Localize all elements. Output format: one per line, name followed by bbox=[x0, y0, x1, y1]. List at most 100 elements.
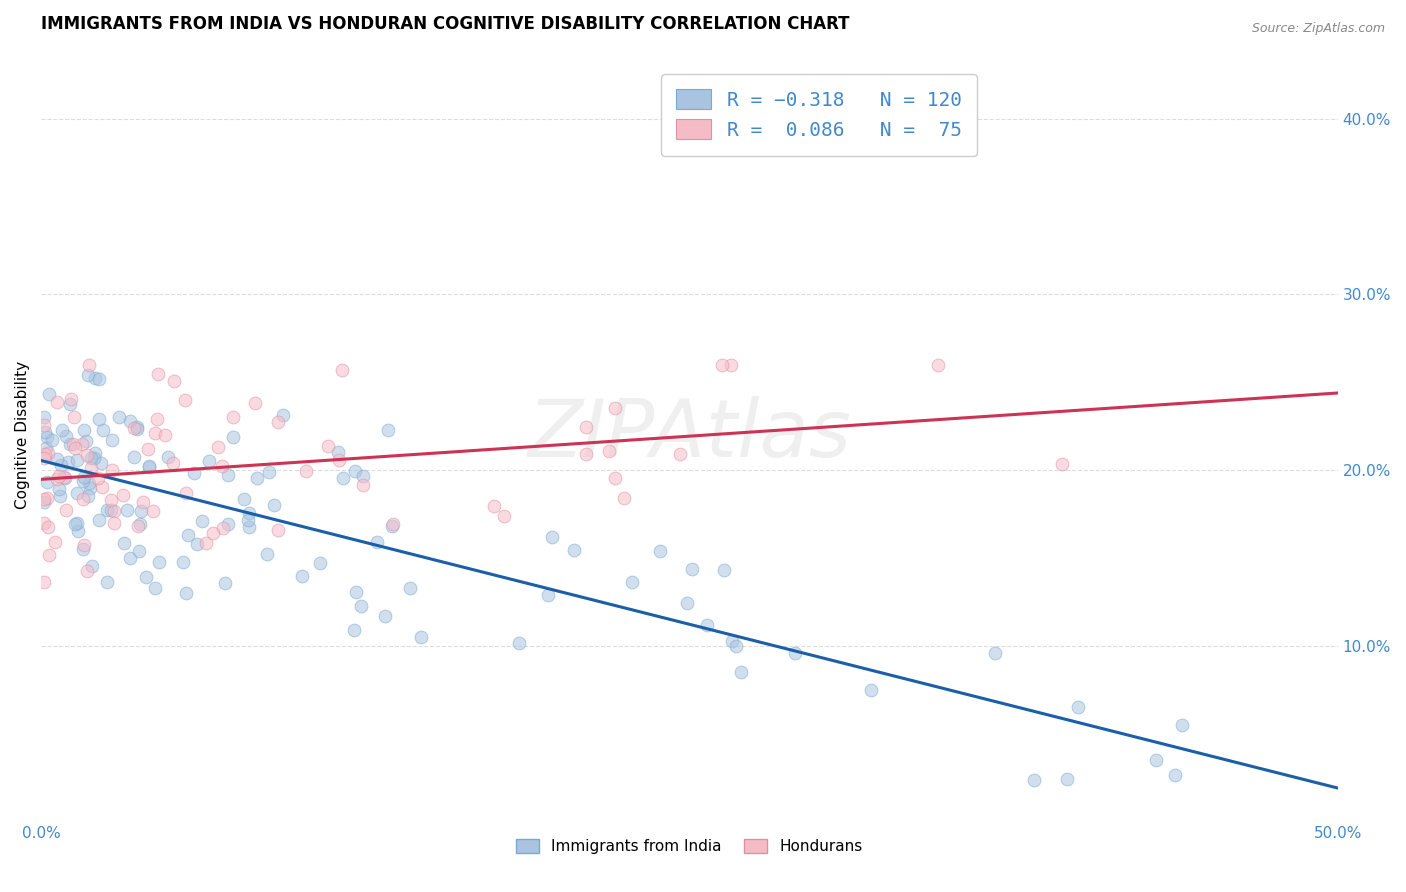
Point bbox=[124, 421, 146, 435]
Point bbox=[63, 410, 86, 425]
Point bbox=[194, 536, 217, 550]
Point bbox=[32, 574, 55, 589]
Point bbox=[91, 423, 114, 437]
Point bbox=[84, 446, 107, 460]
Point bbox=[84, 371, 107, 385]
Point bbox=[129, 504, 152, 518]
Point bbox=[76, 448, 98, 462]
Point bbox=[366, 534, 388, 549]
Text: IMMIGRANTS FROM INDIA VS HONDURAN COGNITIVE DISABILITY CORRELATION CHART: IMMIGRANTS FROM INDIA VS HONDURAN COGNIT… bbox=[41, 15, 849, 33]
Point bbox=[72, 475, 94, 489]
Point bbox=[114, 535, 136, 549]
Point bbox=[603, 471, 626, 485]
Point bbox=[87, 372, 110, 386]
Point bbox=[238, 513, 260, 527]
Point bbox=[352, 478, 374, 492]
Point bbox=[927, 358, 949, 372]
Point bbox=[49, 489, 72, 503]
Point bbox=[724, 640, 747, 654]
Point bbox=[377, 423, 399, 437]
Point bbox=[138, 460, 160, 475]
Point bbox=[62, 436, 84, 450]
Point bbox=[37, 520, 59, 534]
Point bbox=[1056, 772, 1078, 786]
Point bbox=[146, 368, 169, 382]
Point bbox=[73, 538, 96, 552]
Point bbox=[575, 419, 598, 434]
Point bbox=[115, 503, 138, 517]
Point bbox=[120, 550, 142, 565]
Point bbox=[233, 491, 256, 506]
Point bbox=[217, 468, 239, 483]
Point bbox=[183, 466, 205, 480]
Point bbox=[598, 444, 620, 458]
Point bbox=[80, 461, 103, 475]
Point bbox=[63, 517, 86, 532]
Point bbox=[309, 557, 332, 571]
Point bbox=[32, 450, 55, 465]
Point bbox=[295, 464, 318, 478]
Point bbox=[381, 519, 404, 533]
Point bbox=[350, 599, 373, 614]
Point bbox=[70, 437, 93, 451]
Point bbox=[508, 635, 530, 649]
Point bbox=[174, 393, 197, 408]
Point bbox=[76, 564, 98, 578]
Point bbox=[163, 375, 186, 389]
Point bbox=[603, 401, 626, 416]
Point bbox=[37, 491, 59, 505]
Point bbox=[720, 358, 742, 372]
Point bbox=[35, 441, 58, 455]
Point bbox=[191, 514, 214, 528]
Point bbox=[72, 542, 94, 557]
Point bbox=[142, 504, 165, 518]
Point bbox=[32, 418, 55, 433]
Point bbox=[143, 426, 166, 441]
Point bbox=[32, 409, 55, 424]
Point bbox=[55, 503, 77, 517]
Point bbox=[243, 396, 266, 410]
Point bbox=[710, 358, 733, 372]
Point bbox=[174, 586, 197, 600]
Point bbox=[648, 543, 671, 558]
Point bbox=[859, 682, 882, 697]
Point bbox=[127, 519, 149, 533]
Point bbox=[66, 485, 89, 500]
Point bbox=[55, 429, 77, 443]
Point bbox=[153, 427, 176, 442]
Text: ZIPAtlas: ZIPAtlas bbox=[527, 396, 851, 474]
Point bbox=[257, 465, 280, 479]
Point bbox=[537, 588, 560, 602]
Point bbox=[1050, 458, 1073, 472]
Point bbox=[186, 537, 208, 551]
Point bbox=[101, 462, 124, 476]
Point bbox=[332, 362, 354, 376]
Point bbox=[222, 430, 245, 444]
Point bbox=[344, 585, 367, 599]
Y-axis label: Cognitive Disability: Cognitive Disability bbox=[15, 361, 30, 509]
Point bbox=[156, 450, 179, 464]
Point bbox=[177, 528, 200, 542]
Point bbox=[222, 410, 245, 425]
Point bbox=[53, 469, 76, 483]
Point bbox=[730, 665, 752, 680]
Point bbox=[87, 471, 110, 485]
Point bbox=[681, 562, 703, 576]
Point bbox=[211, 459, 233, 474]
Point bbox=[45, 452, 67, 467]
Point bbox=[238, 506, 260, 520]
Point bbox=[103, 516, 125, 530]
Point bbox=[202, 525, 225, 540]
Point bbox=[352, 468, 374, 483]
Point bbox=[80, 451, 103, 466]
Point bbox=[197, 454, 219, 468]
Point bbox=[63, 442, 86, 456]
Point bbox=[80, 559, 103, 574]
Point bbox=[41, 433, 63, 447]
Point bbox=[1144, 753, 1167, 767]
Point bbox=[1164, 768, 1187, 782]
Point bbox=[48, 468, 70, 483]
Point bbox=[343, 624, 366, 638]
Point bbox=[56, 455, 79, 469]
Point bbox=[59, 397, 82, 411]
